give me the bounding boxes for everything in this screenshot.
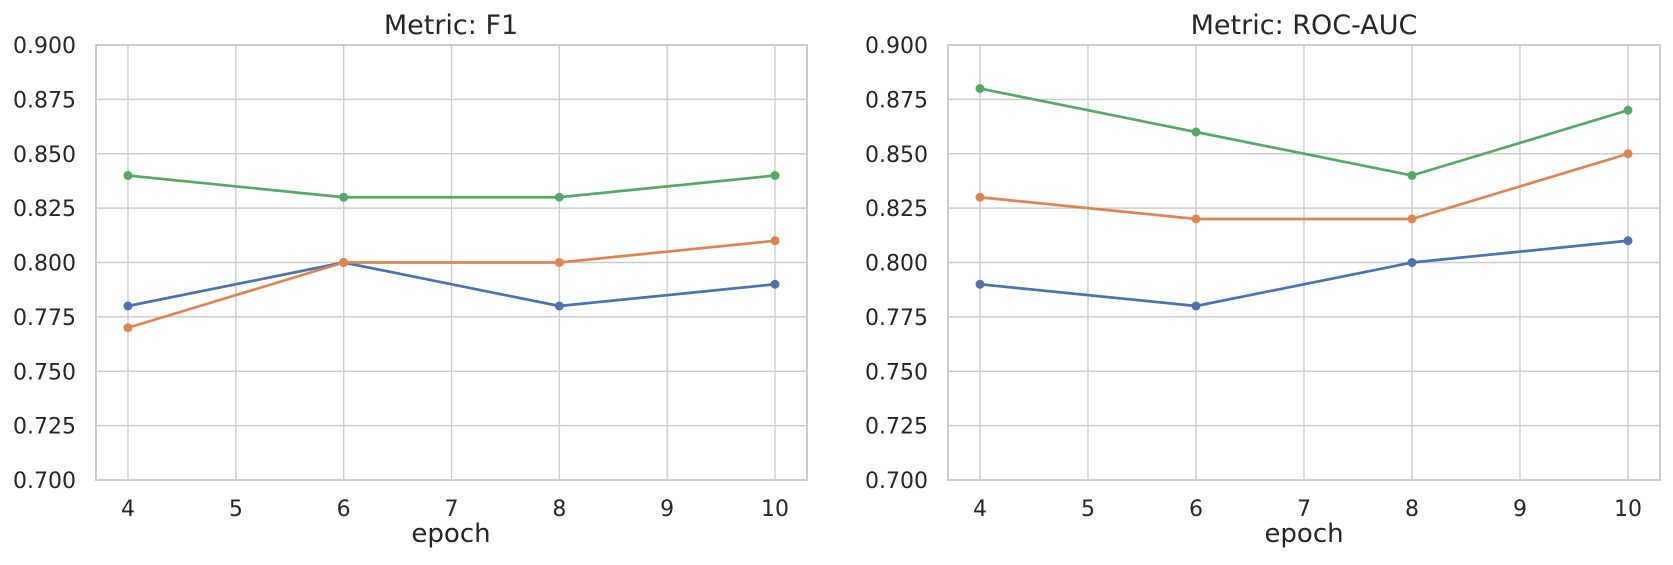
series-line-0	[978, 239, 1630, 308]
series-1-marker	[1623, 149, 1633, 159]
ytick-label: 0.850	[865, 143, 928, 168]
ytick-label: 0.775	[13, 306, 76, 331]
series-line-2	[126, 174, 777, 199]
series-1-marker	[123, 323, 133, 333]
series-0-marker	[554, 301, 564, 311]
ytick-label: 0.850	[13, 143, 76, 168]
ytick-label: 0.800	[865, 252, 928, 277]
series-1-marker	[1407, 214, 1417, 224]
ytick-label: 0.875	[865, 88, 928, 113]
xtick-label: 4	[973, 497, 987, 522]
series-2-marker	[1407, 171, 1417, 180]
chart-rocauc-xlabel: epoch	[1264, 519, 1343, 549]
series-line-0	[126, 261, 777, 308]
series-0-marker	[1407, 258, 1417, 267]
series-1-marker	[554, 258, 564, 267]
ytick-label: 0.750	[865, 360, 928, 385]
xtick-label: 5	[1081, 497, 1095, 522]
ytick-label: 0.900	[13, 34, 76, 59]
chart-rocauc-plot: 0.700 0.725 0.750 0.775 0.800 0.825 0.850 0.875…	[865, 10, 1661, 549]
ytick-label: 0.800	[13, 252, 76, 277]
xtick-label: 8	[552, 497, 566, 522]
ytick-label: 0.725	[13, 415, 76, 440]
chart-f1-frame	[95, 44, 808, 481]
series-line-1	[126, 239, 777, 330]
chart-rocauc-xticks: 4 5 6 7 8 9 10	[973, 497, 1642, 522]
chart-rocauc-frame	[947, 44, 1661, 481]
ytick-label: 0.775	[865, 306, 928, 331]
chart-f1-plot: 0.700 0.725 0.750 0.775 0.800 0.825 0.850 0.875…	[13, 10, 808, 549]
ytick-label: 0.700	[865, 469, 928, 494]
chart-f1-title: Metric: F1	[384, 10, 518, 41]
xtick-label: 10	[761, 497, 789, 522]
ytick-label: 0.900	[865, 34, 928, 59]
chart-f1-xticks: 4 5 6 7 8 9 10	[121, 497, 789, 522]
series-2-marker	[770, 171, 780, 180]
series-1-marker	[1191, 214, 1201, 224]
xtick-label: 6	[337, 497, 351, 522]
series-2-marker	[339, 192, 349, 202]
xtick-label: 7	[1297, 497, 1311, 522]
series-line-2	[978, 87, 1630, 177]
xtick-label: 4	[121, 497, 135, 522]
chart-f1-yticks: 0.700 0.725 0.750 0.775 0.800 0.825 0.850 0.875…	[13, 34, 76, 494]
series-2-marker	[123, 171, 133, 180]
chart-rocauc-series	[975, 84, 1633, 311]
series-1-marker	[339, 258, 349, 267]
xtick-label: 6	[1189, 497, 1203, 522]
xtick-label: 8	[1405, 497, 1419, 522]
chart-rocauc-title: Metric: ROC-AUC	[1191, 10, 1418, 41]
chart-f1-xlabel: epoch	[411, 519, 490, 549]
series-1-marker	[770, 236, 780, 246]
chart-f1-series	[123, 171, 780, 333]
ytick-label: 0.825	[13, 197, 76, 222]
xtick-label: 9	[660, 497, 674, 522]
ytick-label: 0.725	[865, 415, 928, 440]
series-0-marker	[770, 279, 780, 289]
ytick-label: 0.875	[13, 88, 76, 113]
series-0-marker	[123, 301, 133, 311]
series-2-marker	[1191, 127, 1201, 137]
series-2-marker	[1623, 105, 1633, 115]
plot-frame	[95, 44, 808, 481]
ytick-label: 0.750	[13, 360, 76, 385]
chart-rocauc-yticks: 0.700 0.725 0.750 0.775 0.800 0.825 0.850 0.875…	[865, 34, 928, 494]
series-0-marker	[1623, 236, 1633, 246]
series-1-marker	[975, 192, 985, 202]
chart-rocauc-grid	[948, 44, 1660, 481]
xtick-label: 9	[1513, 497, 1527, 522]
ytick-label: 0.700	[13, 469, 76, 494]
plot-frame	[947, 44, 1661, 481]
series-2-marker	[975, 84, 985, 93]
xtick-label: 5	[229, 497, 243, 522]
series-2-marker	[554, 192, 564, 202]
series-0-marker	[1191, 301, 1201, 311]
xtick-label: 10	[1614, 497, 1642, 522]
series-0-marker	[975, 279, 985, 289]
series-line-1	[978, 152, 1630, 221]
ytick-label: 0.825	[865, 197, 928, 222]
xtick-label: 7	[445, 497, 459, 522]
